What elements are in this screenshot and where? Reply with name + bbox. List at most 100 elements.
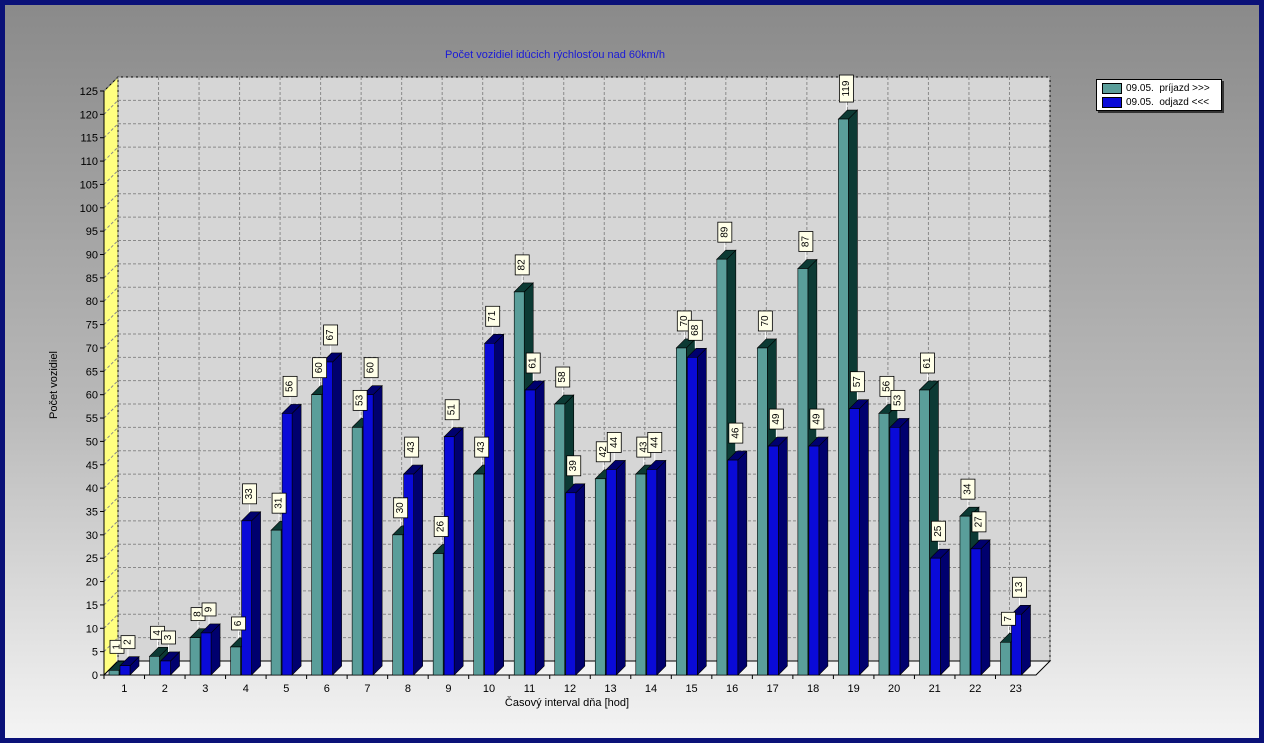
- gridline-wall: [103, 380, 119, 396]
- y-tick-label: 110: [80, 156, 98, 168]
- y-tick-label: 100: [80, 203, 98, 215]
- bar-departure: [241, 520, 252, 676]
- data-label: 82: [517, 259, 528, 271]
- bar-arrival: [270, 529, 282, 676]
- gridline-wall: [103, 193, 119, 209]
- legend-swatch-departure: [1102, 96, 1122, 108]
- gridline-wall: [103, 590, 119, 606]
- bar-side: [534, 380, 545, 676]
- bar-departure: [808, 445, 820, 676]
- bar-departure: [1011, 613, 1022, 676]
- data-label-box: [606, 432, 622, 453]
- data-label: 13: [1014, 581, 1025, 593]
- x-tick-label: 1: [121, 683, 127, 695]
- data-label-box: [201, 602, 217, 617]
- y-tick-label: 65: [86, 366, 98, 378]
- data-label-box: [433, 516, 449, 537]
- data-label-box: [323, 324, 339, 346]
- y-tick-label: 45: [86, 460, 98, 472]
- data-label-box: [271, 492, 287, 514]
- y-tick-label: 25: [86, 553, 98, 565]
- y-tick-label: 35: [86, 506, 98, 518]
- data-label: 31: [274, 497, 285, 509]
- gridline-wall: [103, 216, 119, 232]
- data-label-box: [514, 254, 530, 276]
- x-tick-label: 14: [645, 683, 657, 695]
- chart-title: Počet vozidiel idúcich rýchlosťou nad 60…: [445, 49, 665, 61]
- bar-arrival: [594, 478, 606, 676]
- data-label: 89: [719, 226, 730, 238]
- data-label-box: [849, 371, 865, 393]
- bar-side: [332, 352, 342, 676]
- bar-departure: [687, 357, 698, 676]
- data-label-box: [809, 408, 825, 430]
- data-label-box: [971, 511, 987, 533]
- bar-arrival: [1000, 641, 1011, 676]
- data-label: 27: [973, 516, 984, 528]
- data-label: 34: [962, 483, 973, 495]
- gridline-wall: [103, 263, 119, 279]
- bar-arrival: [919, 389, 930, 676]
- bar-arrival: [878, 413, 890, 676]
- bar-arrival: [797, 268, 809, 676]
- gridline-wall: [103, 356, 119, 372]
- bar-arrival: [230, 646, 241, 676]
- y-tick-label: 30: [86, 530, 98, 542]
- y-tick-label: 40: [86, 483, 98, 495]
- data-label-box: [555, 366, 571, 388]
- bar-departure: [362, 394, 374, 676]
- x-tick-label: 8: [405, 683, 411, 695]
- y-tick-label: 60: [86, 390, 98, 402]
- x-tick-label: 7: [364, 683, 370, 695]
- gridline-wall: [103, 146, 119, 162]
- data-label: 49: [771, 413, 782, 425]
- bar-departure: [930, 557, 941, 676]
- x-tick-label: 12: [564, 683, 576, 695]
- bar-arrival: [149, 656, 160, 676]
- bar-departure: [849, 408, 860, 676]
- bar-side: [494, 333, 504, 676]
- y-tick-label: 55: [86, 413, 98, 425]
- data-label: 51: [447, 404, 458, 416]
- bar-arrival: [838, 118, 849, 676]
- data-label-box: [404, 436, 420, 458]
- data-label-box: [728, 422, 744, 444]
- x-tick-label: 4: [243, 683, 249, 695]
- data-label: 43: [406, 441, 417, 453]
- legend-label-departure: 09.05. odjazd <<<: [1126, 96, 1210, 108]
- x-tick-label: 16: [726, 683, 738, 695]
- bar-departure: [727, 459, 739, 676]
- bar-side: [656, 459, 667, 676]
- x-tick-label: 13: [604, 683, 616, 695]
- data-label: 7: [1003, 616, 1014, 622]
- data-label: 44: [609, 436, 620, 448]
- bar-arrival: [635, 473, 647, 676]
- data-label-box: [120, 635, 136, 650]
- data-label-box: [960, 478, 976, 500]
- bar-arrival: [716, 258, 728, 676]
- gridline-wall: [103, 403, 119, 419]
- data-label-box: [363, 357, 379, 379]
- x-tick-label: 11: [524, 683, 535, 695]
- data-label-box: [798, 231, 814, 252]
- data-label-box: [231, 616, 246, 631]
- bar-departure: [889, 427, 901, 676]
- bar-side: [940, 548, 950, 676]
- data-label: 9: [204, 606, 215, 612]
- data-label-box: [282, 375, 298, 397]
- data-label-box: [566, 455, 582, 477]
- legend-item-arrival: 09.05. príjazd >>>: [1097, 81, 1221, 95]
- data-label-box: [879, 375, 895, 397]
- gridline-wall: [103, 286, 119, 302]
- bar-side: [859, 398, 869, 676]
- legend-label-arrival: 09.05. príjazd >>>: [1126, 82, 1210, 94]
- bar-arrival: [554, 403, 566, 676]
- data-label-box: [444, 399, 460, 421]
- y-tick-label: 10: [86, 623, 98, 635]
- gridline-wall: [103, 76, 119, 92]
- data-label-box: [920, 352, 935, 374]
- data-label: 70: [679, 315, 690, 327]
- chart-svg: 0510152025303540455055606570758085909510…: [80, 74, 1052, 695]
- bar-arrival: [959, 515, 971, 676]
- bar-arrival: [311, 394, 322, 676]
